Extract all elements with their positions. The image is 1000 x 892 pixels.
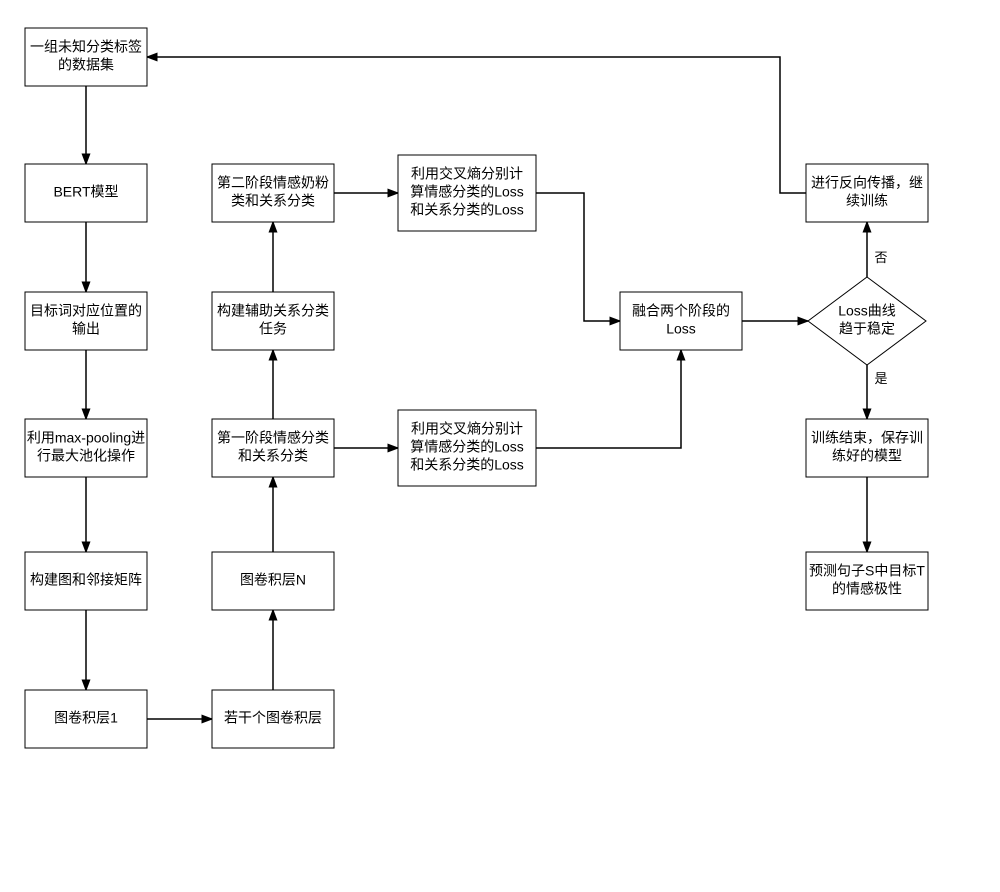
node-maxpool: 利用max-pooling进行最大池化操作: [25, 419, 147, 477]
node-save_model: 训练结束，保存训练好的模型: [806, 419, 928, 477]
node-text-maxpool-1: 行最大池化操作: [37, 448, 135, 464]
node-loss1: 利用交叉熵分别计算情感分类的Loss 和关系分类的Loss: [398, 410, 536, 486]
node-text-loss2-0: 利用交叉熵分别计: [411, 166, 523, 182]
node-text-target_out-1: 输出: [72, 321, 100, 337]
node-text-backprop-1: 续训练: [846, 193, 888, 209]
node-aux_task: 构建辅助关系分类任务: [212, 292, 334, 350]
node-target_out: 目标词对应位置的输出: [25, 292, 147, 350]
edge-label-e16: 否: [874, 250, 887, 265]
node-text-merge_loss-1: Loss: [666, 321, 696, 337]
node-text-loss1-2: 和关系分类的Loss: [410, 457, 524, 473]
node-text-dataset-0: 一组未知分类标签: [30, 39, 142, 55]
node-gconv_n: 图卷积层N: [212, 552, 334, 610]
edge-e14: [536, 193, 620, 321]
node-text-decision-1: 趋于稳定: [839, 321, 895, 337]
node-text-merge_loss-0: 融合两个阶段的: [632, 303, 730, 319]
node-bert: BERT模型: [25, 164, 147, 222]
node-dataset: 一组未知分类标签的数据集: [25, 28, 147, 86]
node-text-loss1-0: 利用交叉熵分别计: [411, 421, 523, 437]
node-text-gconv_n-0: 图卷积层N: [240, 572, 306, 588]
node-build_graph: 构建图和邻接矩阵: [25, 552, 147, 610]
node-text-phase1-0: 第一阶段情感分类: [217, 430, 329, 446]
node-text-loss1-1: 算情感分类的Loss: [410, 439, 524, 455]
edge-e13: [536, 350, 681, 448]
node-text-target_out-0: 目标词对应位置的: [30, 303, 142, 319]
flowchart-canvas: 否是一组未知分类标签的数据集BERT模型目标词对应位置的输出利用max-pool…: [0, 0, 1000, 892]
edge-label-e17: 是: [874, 371, 887, 386]
node-text-loss2-2: 和关系分类的Loss: [410, 202, 524, 218]
node-loss2: 利用交叉熵分别计算情感分类的Loss 和关系分类的Loss: [398, 155, 536, 231]
node-gconv_many: 若干个图卷积层: [212, 690, 334, 748]
node-gconv1: 图卷积层1: [25, 690, 147, 748]
node-text-loss2-1: 算情感分类的Loss: [410, 184, 524, 200]
node-text-build_graph-0: 构建图和邻接矩阵: [30, 572, 142, 588]
node-text-save_model-0: 训练结束，保存训: [811, 430, 923, 446]
node-text-phase1-1: 和关系分类: [238, 448, 308, 464]
node-text-phase2-1: 类和关系分类: [231, 193, 315, 209]
node-merge_loss: 融合两个阶段的 Loss: [620, 292, 742, 350]
node-text-bert-0: BERT模型: [53, 184, 118, 200]
node-text-predict-0: 预测句子S中目标T: [809, 563, 925, 579]
node-predict: 预测句子S中目标T 的情感极性: [806, 552, 928, 610]
node-text-save_model-1: 练好的模型: [832, 448, 902, 464]
node-text-dataset-1: 的数据集: [58, 57, 114, 73]
node-text-aux_task-1: 任务: [259, 321, 287, 337]
node-text-phase2-0: 第二阶段情感奶粉: [217, 175, 329, 191]
node-text-predict-1: 的情感极性: [832, 581, 902, 597]
node-text-backprop-0: 进行反向传播，继: [811, 175, 923, 191]
node-phase2: 第二阶段情感奶粉类和关系分类: [212, 164, 334, 222]
node-text-maxpool-0: 利用max-pooling进: [27, 430, 145, 446]
node-text-gconv_many-0: 若干个图卷积层: [224, 710, 322, 726]
node-text-gconv1-0: 图卷积层1: [54, 710, 118, 726]
node-text-decision-0: Loss曲线: [838, 303, 896, 319]
node-phase1: 第一阶段情感分类和关系分类: [212, 419, 334, 477]
node-backprop: 进行反向传播，继续训练: [806, 164, 928, 222]
node-text-aux_task-0: 构建辅助关系分类: [217, 303, 329, 319]
node-decision: Loss曲线趋于稳定: [808, 277, 926, 365]
